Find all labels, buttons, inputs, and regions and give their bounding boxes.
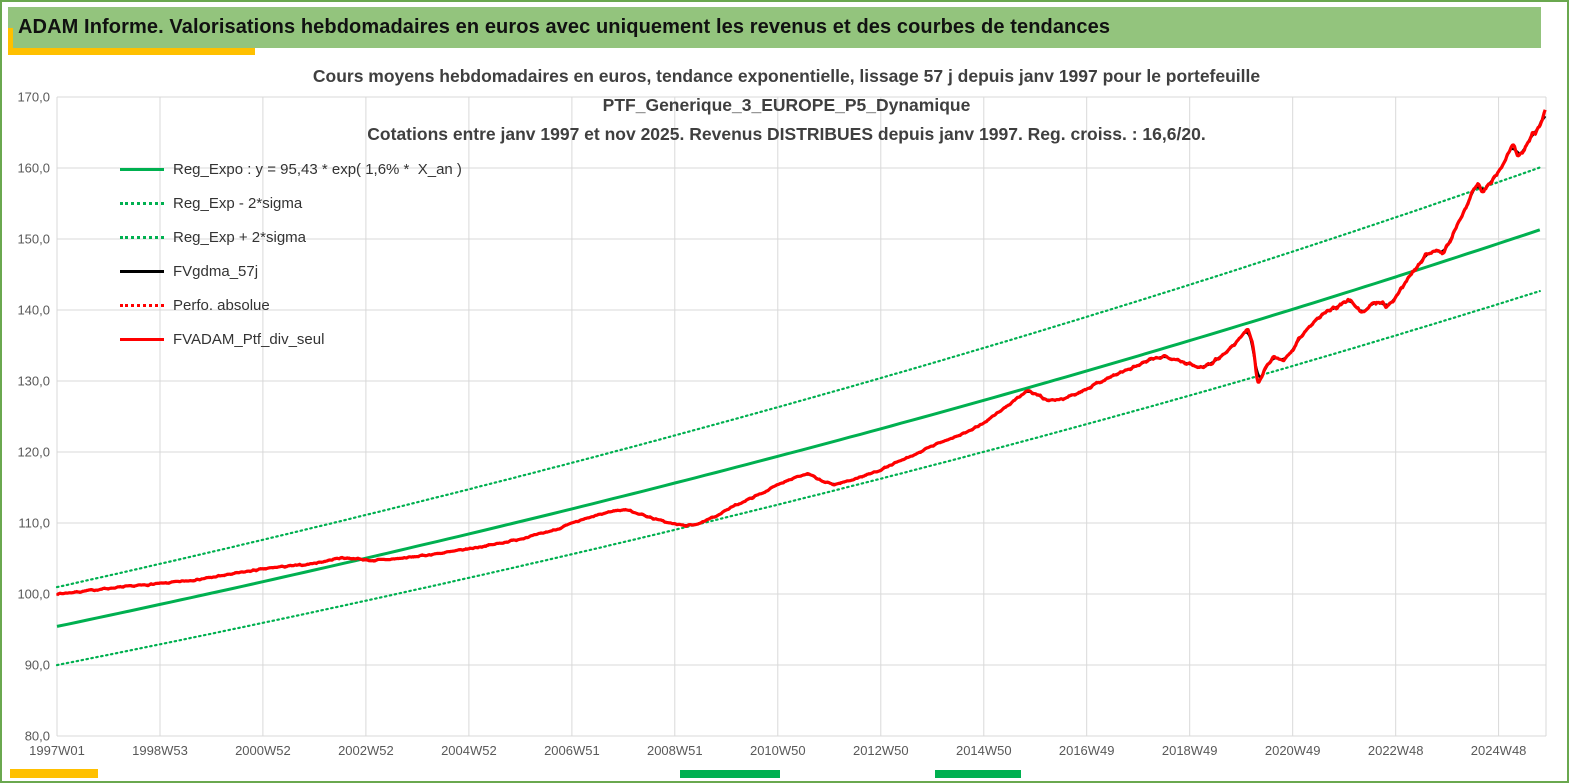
x-tick-label: 1997W01	[29, 743, 85, 758]
legend-label-perfo-absolue: Perfo. absolue	[173, 296, 270, 314]
x-tick-label: 1998W53	[132, 743, 188, 758]
y-tick-label: 140,0	[17, 303, 50, 318]
y-tick-label: 120,0	[17, 445, 50, 460]
legend-label-reg-plus-2sigma: Reg_Exp + 2*sigma	[173, 228, 306, 246]
x-tick-label: 2020W49	[1265, 743, 1321, 758]
chart-title-line-1: Cours moyens hebdomadaires en euros, ten…	[312, 66, 1261, 86]
legend-line-sample-reg-plus-2sigma	[120, 235, 164, 239]
x-tick-label: 2012W50	[853, 743, 909, 758]
legend-label-reg-minus-2sigma: Reg_Exp - 2*sigma	[173, 194, 303, 212]
y-tick-label: 90,0	[25, 658, 50, 673]
legend-label-fvadam-ptf-div-seul: FVADAM_Ptf_div_seul	[173, 330, 325, 348]
y-tick-label: 100,0	[17, 587, 50, 602]
sheet-tab-mark-yellow	[10, 769, 98, 778]
series-path-fvadam-ptf-div-seul	[56, 109, 1547, 597]
x-tick-label: 2016W49	[1059, 743, 1115, 758]
x-tick-label: 2006W51	[544, 743, 600, 758]
legend-label-reg-expo: Reg_Expo : y = 95,43 * exp( 1,6% * X_an …	[173, 160, 462, 178]
legend-line-sample-fvgdma-57j	[120, 269, 164, 273]
legend-item-reg-plus-2sigma: Reg_Exp + 2*sigma	[120, 220, 462, 254]
legend-item-reg-minus-2sigma: Reg_Exp - 2*sigma	[120, 186, 462, 220]
chart-legend: Reg_Expo : y = 95,43 * exp( 1,6% * X_an …	[120, 152, 462, 356]
chart-title-line-3: Cotations entre janv 1997 et nov 2025. R…	[367, 124, 1206, 144]
x-tick-label: 2008W51	[647, 743, 703, 758]
chart-title-line-2: PTF_Generique_3_EUROPE_P5_Dynamique	[602, 95, 971, 115]
x-tick-label: 2014W50	[956, 743, 1012, 758]
x-tick-label: 2002W52	[338, 743, 394, 758]
legend-item-reg-expo: Reg_Expo : y = 95,43 * exp( 1,6% * X_an …	[120, 152, 462, 186]
legend-item-fvadam-ptf-div-seul: FVADAM_Ptf_div_seul	[120, 322, 462, 356]
y-tick-label: 130,0	[17, 374, 50, 389]
series-path-reg-expo	[56, 228, 1541, 628]
x-tick-label: 2022W48	[1368, 743, 1424, 758]
chart-title-block: Cours moyens hebdomadaires en euros, ten…	[2, 62, 1567, 149]
legend-line-sample-fvadam-ptf-div-seul	[120, 337, 164, 341]
y-tick-label: 150,0	[17, 232, 50, 247]
x-tick-label: 2004W52	[441, 743, 497, 758]
legend-item-fvgdma-57j: FVgdma_57j	[120, 254, 462, 288]
legend-label-fvgdma-57j: FVgdma_57j	[173, 262, 259, 280]
x-tick-label: 2018W49	[1162, 743, 1218, 758]
series-path-reg-plus-2sigma	[55, 166, 1541, 589]
plot-svg: 80,0 90,0 100,0 110,0 120,0 130,0 140,0 150,0 16…	[17, 90, 1547, 758]
y-tick-label: 170,0	[17, 90, 50, 105]
y-tick-label: 160,0	[17, 161, 50, 176]
x-tick-label: 2000W52	[235, 743, 291, 758]
legend-line-sample-reg-minus-2sigma	[120, 201, 164, 205]
report-title-bar: ADAM Informe. Valorisations hebdomadaire…	[8, 7, 1541, 48]
y-tick-label: 80,0	[25, 729, 50, 744]
chart-area[interactable]: 80,0 90,0 100,0 110,0 120,0 130,0 140,0 150,0 16…	[2, 48, 1567, 781]
sheet-tab-mark-green-2	[935, 770, 1021, 778]
legend-item-perfo-absolue: Perfo. absolue	[120, 288, 462, 322]
highlight-corner-horizontal	[8, 48, 255, 55]
legend-line-sample-reg-expo	[120, 167, 164, 171]
x-tick-label: 2010W50	[750, 743, 806, 758]
report-title: ADAM Informe. Valorisations hebdomadaire…	[18, 16, 1111, 38]
x-tick-label: 2024W48	[1471, 743, 1527, 758]
y-tick-label: 110,0	[18, 516, 50, 531]
sheet-tab-mark-green-1	[680, 770, 780, 778]
highlight-corner-vertical	[8, 28, 13, 49]
legend-line-sample-perfo-absolue	[120, 303, 164, 307]
series-path-reg-minus-2sigma	[55, 290, 1541, 667]
